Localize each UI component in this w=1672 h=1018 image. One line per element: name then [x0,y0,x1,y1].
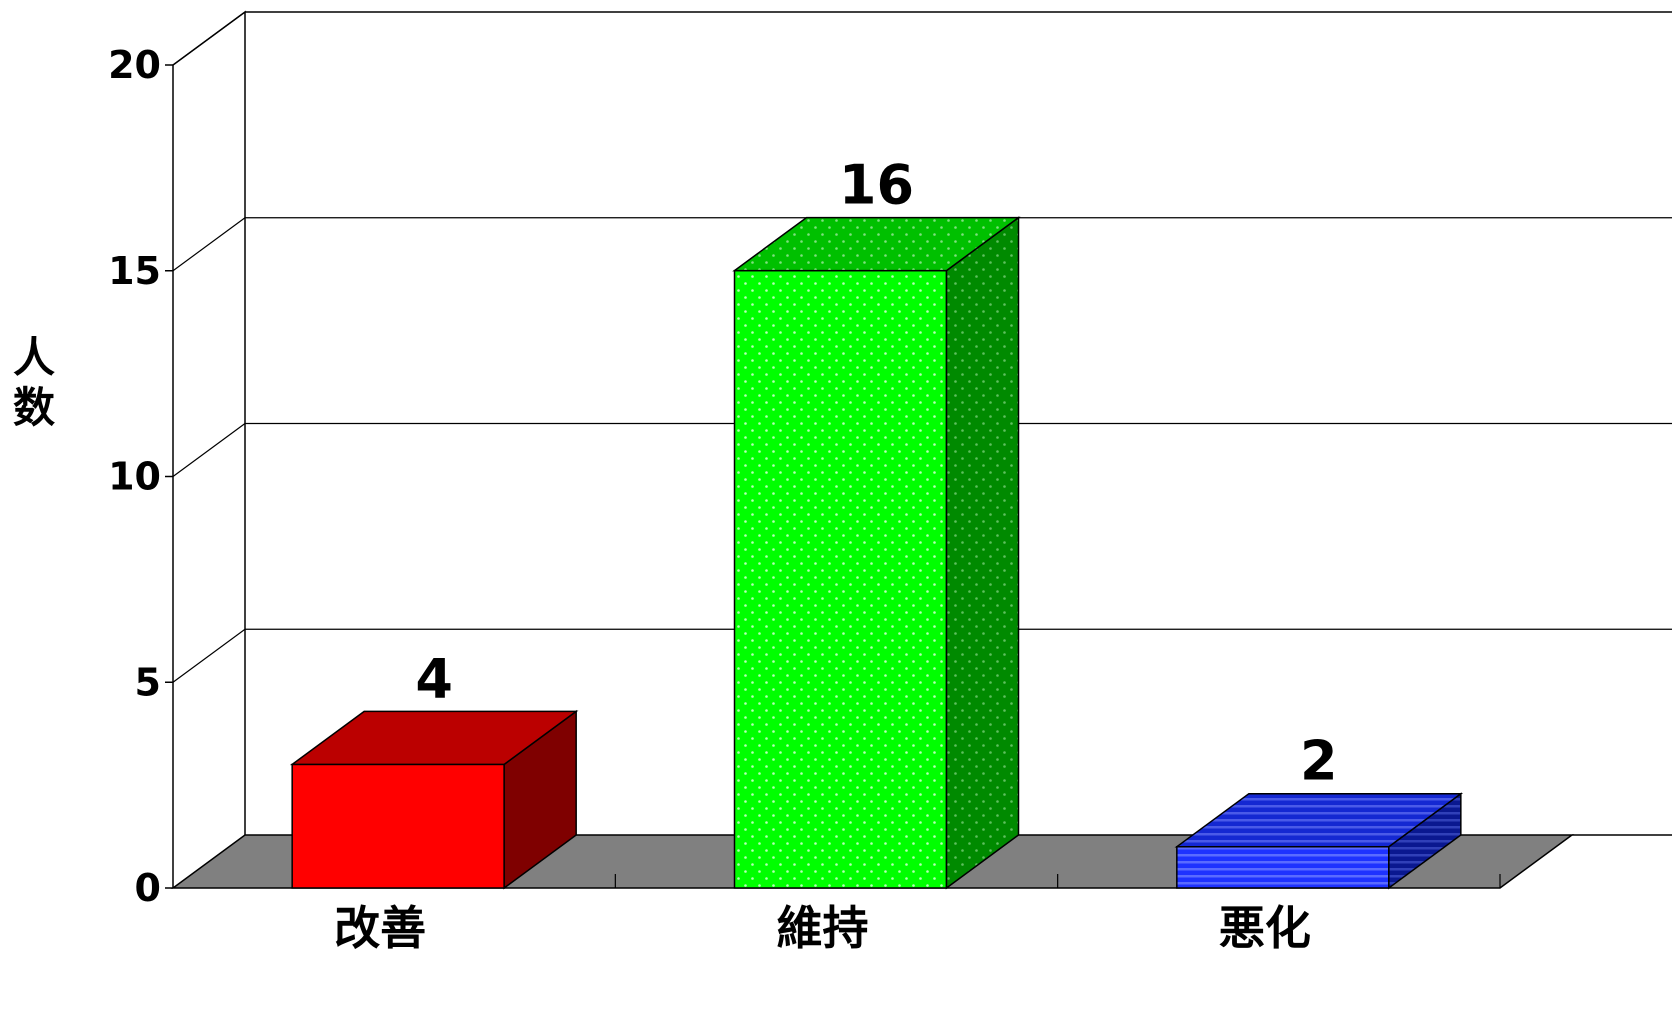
bar-side-face [945,216,1020,890]
y-tick-label: 0 [135,866,161,910]
bar-top-face [289,710,579,766]
bars [289,216,1464,890]
bar-3 [1174,792,1464,890]
data-label: 4 [415,647,453,710]
gridline-diagonal [172,217,246,272]
y-tick-label: 20 [108,43,161,87]
x-category-label: 悪化 [1219,901,1311,955]
bar-front-face [291,763,505,889]
bar-front-face [733,269,948,889]
gridline-diagonal [172,628,246,683]
y-axis: 0 5 10 15 20 人数 [13,43,173,910]
x-category-label: 改善 [334,901,426,955]
bar-2 [732,216,1021,890]
bar-top-face [732,216,1021,272]
data-label: 2 [1300,730,1338,793]
gridline-diagonal [172,11,246,66]
bar-front-face [1176,845,1390,889]
bar-top-face [1174,792,1464,848]
gridline-diagonal [172,423,246,477]
bar-1 [289,709,579,890]
x-category-label: 維持 [777,901,869,955]
labels: 4 改善 16 維持 2 悪化 [334,154,1337,955]
y-tick-label: 15 [108,249,161,293]
y-axis-label: 人 [13,333,55,382]
data-label: 16 [839,154,914,217]
y-axis-label: 数 [13,383,55,432]
y-tick-label: 5 [135,660,161,704]
y-tick-label: 10 [108,455,161,499]
